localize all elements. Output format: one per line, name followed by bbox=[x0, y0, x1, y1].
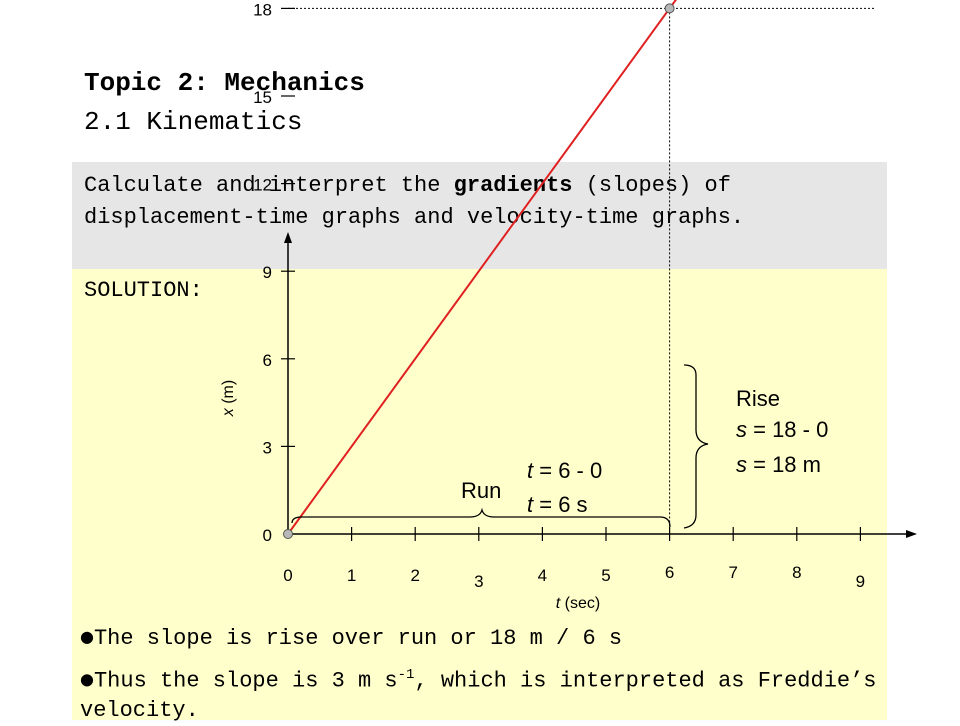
x-tick-label: 8 bbox=[792, 563, 801, 582]
x-tick-label: 7 bbox=[728, 563, 737, 582]
page-subtitle: 2.1 Kinematics bbox=[84, 107, 303, 137]
x-tick-label: 1 bbox=[347, 566, 356, 585]
y-tick-label: 12 bbox=[253, 176, 272, 195]
bullet-dot-icon: ● bbox=[80, 669, 94, 689]
bullet-velocity-exponent: -1 bbox=[397, 667, 415, 683]
y-tick-label: 18 bbox=[253, 0, 272, 19]
x-tick-label: 9 bbox=[856, 572, 865, 591]
point-marker bbox=[664, 3, 675, 14]
bullet-velocity-text-start: Thus the slope is 3 m s bbox=[93, 668, 398, 694]
x-tick-label: 4 bbox=[538, 566, 547, 585]
run-equation-1: t = 6 - 0 bbox=[527, 458, 602, 483]
bullet-dot-icon: ● bbox=[80, 627, 94, 646]
x-tick-label: 2 bbox=[410, 566, 419, 585]
y-axis-label: x (m) bbox=[220, 380, 237, 417]
objective-box bbox=[72, 162, 887, 269]
bullet-velocity-text-end: , which is interpreted as Freddie’s velo… bbox=[80, 668, 877, 724]
x-axis-arrow bbox=[906, 530, 917, 538]
rise-eq1-rest: = 18 - 0 bbox=[747, 417, 828, 442]
y-axis-arrow bbox=[284, 232, 292, 243]
y-tick-label: 0 bbox=[263, 526, 272, 545]
y-tick-label: 9 bbox=[263, 263, 272, 282]
run-brace bbox=[291, 507, 671, 528]
x-tick-label: 3 bbox=[474, 572, 483, 591]
x-axis-label-unit: (sec) bbox=[560, 595, 600, 612]
series-line bbox=[287, 0, 677, 535]
x-axis-label: t (sec) bbox=[556, 595, 600, 612]
page-title: Topic 2: Mechanics bbox=[84, 68, 365, 98]
y-tick-label: 6 bbox=[263, 351, 272, 370]
y-axis-label-unit: (m) bbox=[220, 380, 237, 408]
x-tick-label: 5 bbox=[601, 566, 610, 585]
y-axis-label-var: x bbox=[220, 407, 237, 417]
run-eq2-rest: = 6 s bbox=[533, 492, 587, 517]
point-marker bbox=[283, 529, 293, 539]
bullet-velocity: ●Thus the slope is 3 m s-1, which is int… bbox=[80, 660, 880, 726]
y-tick-label: 15 bbox=[253, 88, 272, 107]
run-eq2-var: t bbox=[527, 492, 534, 517]
objective-text-end: (slopes) of displacement-time graphs and… bbox=[84, 173, 745, 230]
solution-label: SOLUTION: bbox=[84, 278, 203, 303]
solution-box bbox=[72, 269, 887, 720]
rise-eq1-var: s bbox=[736, 417, 747, 442]
rise-label: Rise bbox=[736, 386, 780, 411]
objective-text-start: Calculate and interpret the bbox=[84, 173, 454, 198]
y-tick-label: 3 bbox=[263, 438, 272, 457]
objective-keyword: gradients bbox=[453, 173, 573, 198]
rise-brace bbox=[683, 364, 709, 529]
run-eq1-var: t bbox=[527, 458, 534, 483]
bullet-slope: ●The slope is rise over run or 18 m / 6 … bbox=[80, 622, 880, 654]
x-tick-label: 0 bbox=[283, 566, 292, 585]
x-tick-label: 6 bbox=[665, 563, 674, 582]
objective-text: Calculate and interpret the gradients (s… bbox=[84, 170, 884, 234]
rise-equation-1: s = 18 - 0 bbox=[736, 417, 828, 442]
x-axis-label-var: t bbox=[556, 595, 561, 612]
run-equation-2: t = 6 s bbox=[527, 492, 588, 517]
run-label: Run bbox=[461, 478, 501, 503]
rise-eq2-var: s bbox=[736, 452, 747, 477]
run-eq1-rest: = 6 - 0 bbox=[533, 458, 602, 483]
rise-eq2-rest: = 18 m bbox=[747, 452, 821, 477]
rise-equation-2: s = 18 m bbox=[736, 452, 821, 477]
bullet-slope-text: The slope is rise over run or 18 m / 6 s bbox=[93, 626, 623, 651]
